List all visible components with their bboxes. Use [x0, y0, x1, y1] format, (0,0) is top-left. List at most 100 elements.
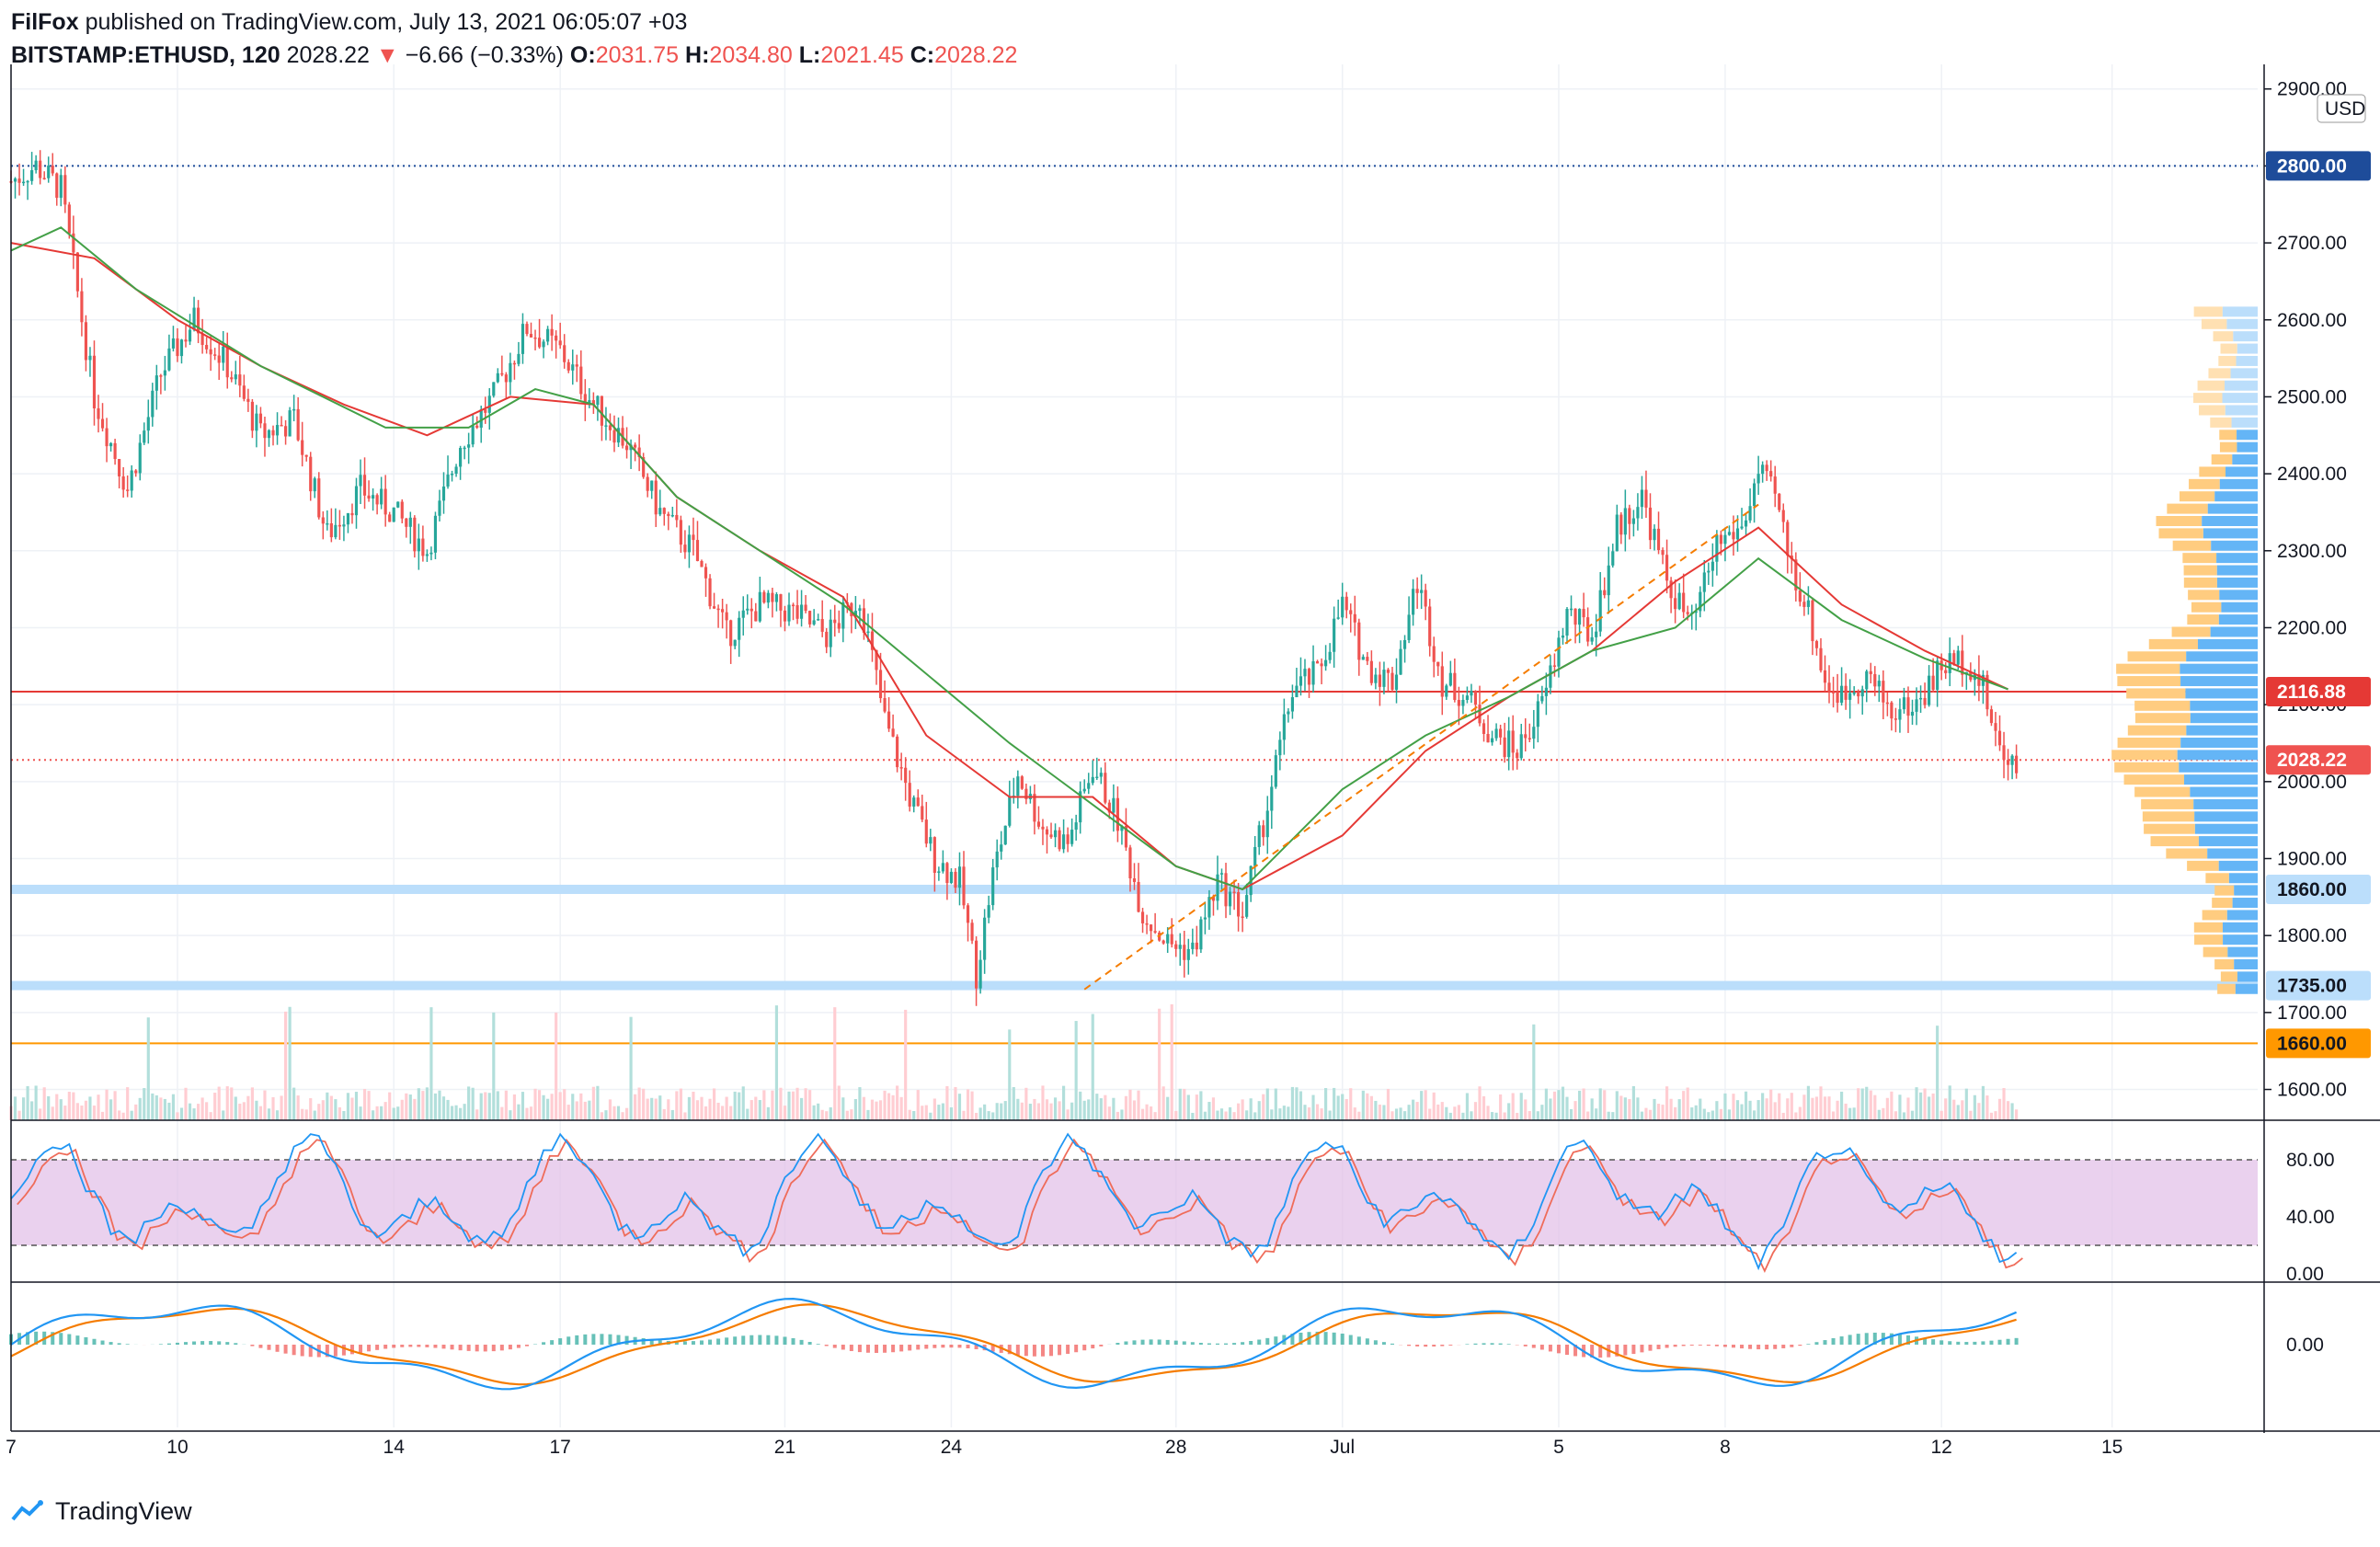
footer-brand[interactable]: TradingView — [11, 1497, 192, 1526]
open-value: 2031.75 — [595, 42, 680, 68]
macd-histogram-bar — [1332, 1332, 1336, 1345]
candle-down — [1307, 669, 1311, 685]
candle-up — [733, 639, 737, 647]
macd-histogram-bar — [1149, 1339, 1153, 1345]
volume-bar — [1723, 1093, 1727, 1120]
candle-up — [1328, 651, 1332, 660]
candle-up — [912, 797, 916, 807]
volume-bar — [1540, 1105, 1544, 1120]
volume-bar — [1552, 1091, 1557, 1120]
volume-bar — [1024, 1087, 1028, 1120]
candle-up — [342, 524, 346, 527]
volume-bar — [1823, 1096, 1827, 1120]
macd-histogram-bar — [308, 1345, 313, 1358]
macd-histogram-bar — [1864, 1333, 1869, 1345]
volume-profile-buy-bar — [2214, 491, 2258, 502]
price-tag: 1735.00 — [2266, 970, 2371, 1001]
candle-down — [475, 425, 479, 428]
candle-down — [309, 456, 313, 492]
macd-histogram-bar — [2014, 1337, 2019, 1345]
symbol-label[interactable]: BITSTAMP:ETHUSD, 120 — [11, 42, 280, 68]
publisher-name[interactable]: FilFox — [11, 9, 79, 35]
macd-histogram-bar — [392, 1345, 396, 1348]
candle-down — [1665, 555, 1669, 581]
candle-up — [1082, 788, 1086, 792]
candle-up — [222, 346, 225, 363]
price-tag: 1860.00 — [2266, 874, 2371, 904]
volume-bar — [683, 1112, 687, 1120]
volume-bar — [1831, 1111, 1836, 1120]
volume-profile-buy-bar — [2237, 441, 2258, 453]
volume-bar — [359, 1106, 362, 1120]
candle-up — [509, 362, 512, 383]
volume-bar — [754, 1096, 758, 1120]
candle-up — [188, 329, 192, 342]
candle-down — [716, 608, 720, 611]
candle-up — [1902, 697, 1906, 710]
volume-bar — [238, 1103, 242, 1120]
time-axis[interactable]: 7 10 14 17 21 24 28 Jul 5 8 12 15 — [6, 1437, 2123, 1458]
candle-up — [1631, 518, 1635, 524]
volume-bar — [1802, 1094, 1806, 1120]
candle-down — [837, 623, 841, 629]
horizontal-levels — [11, 165, 2258, 1045]
candle-down — [1802, 602, 1806, 607]
volume-bar — [321, 1100, 325, 1120]
volume-profile-sell-bar — [2217, 983, 2236, 994]
macd-histogram-bar — [125, 1344, 130, 1345]
price-tick-label: 2300.00 — [2277, 541, 2347, 562]
volume-bar — [1412, 1099, 1415, 1120]
candle-up — [1569, 608, 1573, 611]
candle-down — [555, 335, 558, 341]
candle-up — [1016, 776, 1020, 796]
volume-bar — [1003, 1101, 1007, 1120]
candle-up — [588, 400, 591, 404]
price-axis[interactable]: 2900.002800.002700.002600.002500.002400.… — [2264, 79, 2366, 1356]
volume-bar — [1636, 1097, 1640, 1120]
candle-down — [624, 445, 629, 451]
volume-bar — [795, 1087, 799, 1120]
volume-bar — [604, 1110, 608, 1120]
volume-bar — [1936, 1026, 1939, 1120]
candle-down — [1353, 613, 1356, 623]
candle-up — [1299, 676, 1303, 686]
volume-profile-buy-bar — [2223, 934, 2258, 945]
volume-bar — [408, 1094, 412, 1120]
candle-up — [2010, 755, 2014, 765]
candle-up — [450, 474, 454, 476]
macd-histogram-bar — [774, 1335, 779, 1345]
time-tick-label: 15 — [2101, 1437, 2123, 1458]
high-label: H: — [685, 42, 710, 68]
candle-up — [1748, 506, 1752, 521]
candle-down — [258, 413, 263, 424]
volume-profile-sell-bar — [2187, 860, 2219, 871]
volume-bar — [970, 1091, 974, 1120]
macd-histogram-bar — [1856, 1334, 1860, 1345]
volume-bar — [450, 1106, 454, 1120]
macd-histogram-bar — [34, 1331, 39, 1345]
macd-histogram-bar — [1640, 1345, 1644, 1353]
volume-bar — [1153, 1112, 1157, 1120]
candle-up — [1178, 945, 1182, 949]
volume-bar — [309, 1098, 313, 1120]
volume-profile-sell-bar — [2219, 430, 2237, 441]
candle-down — [591, 400, 595, 406]
candle-down — [1890, 702, 1894, 719]
candle-down — [1232, 891, 1236, 894]
candle-down — [1183, 945, 1186, 960]
candle-down — [1137, 881, 1140, 912]
macd-histogram-bar — [550, 1340, 555, 1345]
volume-bar — [1590, 1098, 1594, 1120]
volume-profile-sell-bar — [2126, 688, 2186, 699]
volume-bar — [1150, 1106, 1153, 1120]
volume-bar — [21, 1097, 26, 1120]
candle-down — [970, 922, 974, 941]
volume-bars — [9, 1003, 2019, 1120]
volume-profile-sell-bar — [2194, 934, 2224, 945]
volume-bar — [1390, 1111, 1394, 1120]
candle-up — [438, 500, 441, 516]
volume-bar — [1341, 1094, 1344, 1120]
macd-histogram-bar — [441, 1345, 446, 1349]
macd-histogram-bar — [849, 1345, 853, 1351]
